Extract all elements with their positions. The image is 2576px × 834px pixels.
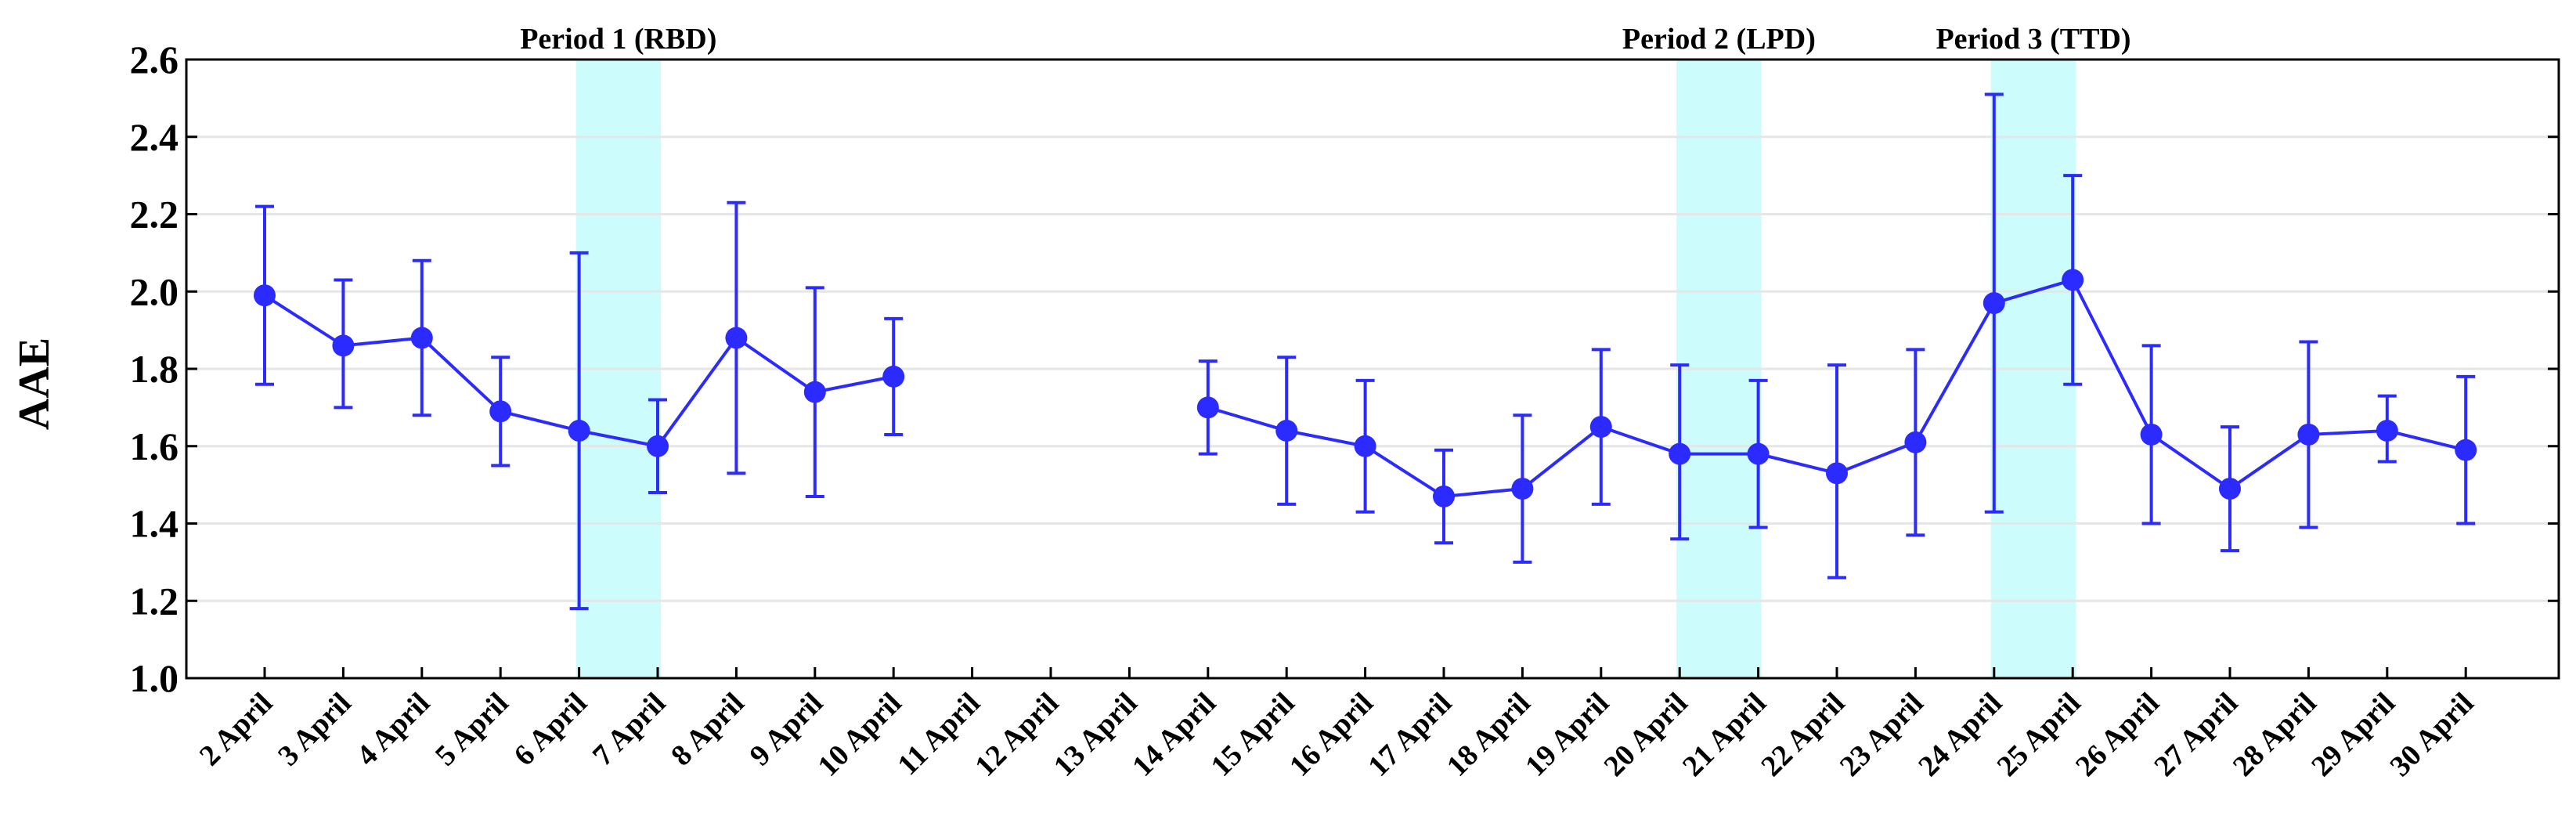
x-tick-label-0: 2 April	[193, 687, 280, 773]
y-axis-title: AAE	[10, 338, 59, 430]
x-tick-label-6: 8 April	[665, 687, 751, 773]
series-layer	[254, 92, 2477, 611]
x-tick-label-28: 30 April	[2384, 687, 2480, 783]
period-label-2: Period 2 (LPD)	[1622, 23, 1816, 56]
data-point-26	[2297, 423, 2320, 446]
x-tick-label-5: 7 April	[586, 687, 673, 773]
data-point-13	[1275, 420, 1298, 442]
data-point-12	[1196, 396, 1219, 419]
data-point-2	[410, 327, 433, 349]
data-point-7	[803, 381, 826, 403]
x-tick-label-13: 15 April	[1205, 687, 1301, 783]
x-tick-label-2: 4 April	[351, 687, 437, 773]
data-point-3	[489, 400, 512, 423]
x-tick-label-8: 10 April	[812, 687, 908, 783]
data-point-28	[2455, 439, 2477, 461]
period-label-3: Period 3 (TTD)	[1936, 23, 2130, 56]
y-tick-label-3: 1.6	[130, 424, 179, 468]
data-point-6	[725, 327, 748, 349]
data-point-0	[254, 284, 276, 307]
data-point-21	[1904, 431, 1927, 453]
data-point-1	[332, 334, 355, 357]
data-point-24	[2140, 423, 2163, 446]
x-tick-label-1: 3 April	[272, 687, 358, 773]
y-tick-label-5: 2.0	[130, 269, 179, 313]
y-tick-label-4: 1.8	[130, 347, 179, 391]
x-tick-label-16: 18 April	[1441, 687, 1537, 783]
data-point-27	[2376, 420, 2398, 442]
data-point-23	[2062, 269, 2084, 291]
data-point-14	[1354, 435, 1376, 457]
x-tick-label-4: 6 April	[507, 687, 593, 773]
x-tick-label-22: 24 April	[1912, 687, 2008, 783]
y-tick-label-0: 1.0	[130, 656, 179, 700]
x-tick-label-23: 25 April	[1991, 687, 2087, 783]
data-point-22	[1983, 292, 2005, 315]
x-tick-label-10: 12 April	[969, 687, 1065, 783]
data-point-25	[2219, 478, 2241, 500]
x-tick-label-14: 16 April	[1283, 687, 1380, 783]
y-tick-label-1: 1.2	[130, 579, 179, 623]
x-tick-label-21: 23 April	[1834, 687, 1930, 783]
x-tick-label-11: 13 April	[1048, 687, 1144, 783]
gridlines	[186, 135, 2559, 602]
x-tick-label-17: 19 April	[1519, 687, 1615, 783]
data-point-19	[1747, 442, 1770, 465]
axes-layer	[186, 58, 2559, 680]
data-point-18	[1669, 442, 1691, 465]
y-tick-label-6: 2.2	[130, 193, 179, 236]
period-label-1: Period 1 (RBD)	[520, 23, 716, 56]
x-tick-label-15: 17 April	[1362, 687, 1458, 783]
x-tick-label-24: 26 April	[2069, 687, 2166, 783]
data-point-17	[1589, 416, 1612, 439]
y-tick-label-2: 1.4	[130, 502, 179, 546]
x-tick-label-18: 20 April	[1598, 687, 1694, 783]
data-point-15	[1433, 485, 1455, 507]
x-tick-label-20: 22 April	[1755, 687, 1851, 783]
x-tick-label-19: 21 April	[1676, 687, 1773, 783]
data-point-4	[568, 420, 590, 442]
data-point-16	[1511, 478, 1534, 500]
x-tick-label-12: 14 April	[1126, 687, 1222, 783]
x-tick-label-27: 29 April	[2305, 687, 2401, 783]
x-tick-label-25: 27 April	[2148, 687, 2244, 783]
x-tick-label-9: 11 April	[891, 687, 987, 782]
data-point-5	[647, 435, 669, 457]
data-point-8	[882, 365, 905, 388]
y-tick-label-7: 2.4	[130, 115, 179, 159]
data-point-20	[1826, 462, 1848, 485]
x-tick-label-26: 28 April	[2227, 687, 2323, 783]
x-tick-label-3: 5 April	[429, 687, 515, 773]
y-tick-label-8: 2.6	[130, 38, 179, 81]
